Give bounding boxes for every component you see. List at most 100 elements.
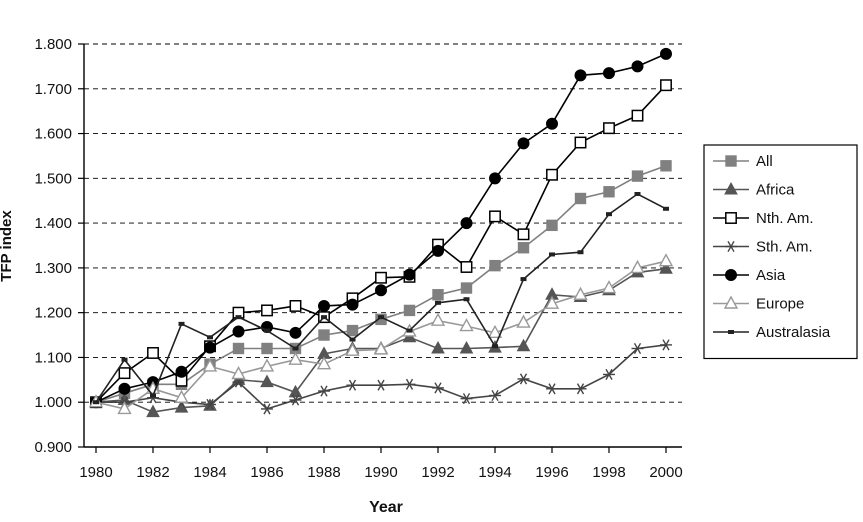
data-point-sth-am	[432, 382, 444, 394]
legend-marker	[725, 269, 737, 281]
data-point-all	[489, 259, 501, 272]
star-stroke	[348, 379, 357, 391]
star-stroke	[662, 339, 670, 351]
legend-item-nth-am: Nth. Am.	[713, 210, 814, 227]
data-point-europe	[601, 280, 617, 294]
data-point-australasia	[150, 393, 156, 398]
y-tick-label: 1.600	[34, 126, 72, 143]
legend-label: Australasia	[756, 324, 831, 341]
data-point-europe	[544, 295, 560, 309]
series-lines	[88, 47, 674, 418]
data-point-sth-am	[660, 339, 672, 351]
legend-marker	[724, 181, 738, 195]
data-point-europe	[288, 351, 303, 365]
star-stroke	[462, 393, 471, 405]
legend-label: Europe	[756, 296, 804, 313]
data-point-all	[603, 186, 615, 198]
data-point-all	[318, 329, 330, 341]
legend-item-sth-am: Sth. Am.	[713, 239, 813, 256]
data-point-nth-am	[375, 271, 387, 284]
data-point-sth-am	[574, 383, 587, 395]
y-axis-label: TFP index	[0, 210, 15, 282]
data-point-australasia	[663, 206, 669, 211]
star-stroke	[576, 383, 585, 395]
star-stroke	[377, 379, 385, 391]
legend-label: Nth. Am.	[756, 210, 814, 227]
data-point-all	[232, 342, 245, 355]
data-point-all	[574, 192, 587, 205]
x-tick-label: 1998	[592, 464, 625, 481]
star-stroke	[263, 403, 271, 415]
data-point-australasia	[349, 337, 356, 342]
data-point-nth-am	[289, 300, 302, 312]
data-point-asia	[318, 299, 330, 312]
y-tick-label: 1.400	[34, 215, 72, 232]
y-axis: 0.900 1.000 1.100 1.200 1.300 1.400 1.500 1.600…	[34, 36, 84, 456]
data-point-europe	[316, 356, 332, 370]
data-point-sth-am	[289, 394, 302, 406]
data-point-australasia	[577, 250, 584, 255]
legend-item-europe: Europe	[713, 296, 804, 313]
data-point-all	[346, 324, 359, 337]
legend-label: Sth. Am.	[756, 239, 813, 256]
series-sth-am	[90, 339, 672, 415]
x-tick-label: 2000	[649, 464, 682, 481]
data-point-africa	[260, 374, 274, 388]
y-tick-label: 1.800	[34, 36, 72, 53]
data-point-sth-am	[318, 385, 330, 397]
legend-label: Asia	[756, 267, 786, 284]
data-point-asia	[118, 382, 131, 395]
star-stroke	[434, 382, 442, 394]
data-point-nth-am	[147, 347, 159, 359]
data-point-nth-am	[489, 210, 501, 223]
series-nth-am	[90, 79, 672, 409]
y-tick-label: 0.900	[34, 439, 72, 456]
x-tick-label: 1984	[193, 464, 226, 481]
data-point-asia	[517, 137, 530, 150]
data-point-nth-am	[517, 228, 530, 241]
star-stroke	[727, 240, 735, 253]
data-point-africa	[288, 384, 303, 398]
x-tick-label: 1990	[364, 464, 397, 481]
data-point-africa	[146, 404, 160, 418]
data-point-asia	[204, 341, 216, 354]
y-tick-label: 1.200	[34, 305, 72, 322]
data-point-australasia	[520, 277, 527, 282]
data-point-all	[261, 342, 273, 355]
star-stroke	[320, 385, 328, 397]
y-tick-label: 1.300	[34, 260, 72, 277]
x-tick-label: 1992	[421, 464, 454, 481]
x-tick-label: 1980	[79, 464, 112, 481]
data-point-africa	[659, 261, 673, 274]
legend-marker	[728, 330, 734, 334]
data-point-nth-am	[574, 136, 587, 149]
data-point-all	[432, 289, 444, 301]
data-point-sth-am	[517, 373, 530, 385]
series-australasia	[93, 192, 669, 405]
x-tick-label: 1982	[136, 464, 169, 481]
x-tick-label: 1986	[250, 464, 283, 481]
data-point-europe	[373, 341, 389, 355]
y-tick-label: 1.500	[34, 170, 72, 187]
data-point-europe	[658, 253, 674, 267]
data-point-asia	[432, 244, 444, 257]
data-point-sth-am	[460, 393, 473, 405]
data-point-australasia	[435, 300, 441, 305]
data-point-sth-am	[631, 342, 644, 355]
data-point-all	[460, 282, 473, 294]
data-point-australasia	[264, 328, 270, 333]
data-point-asia	[546, 117, 558, 130]
data-point-nth-am	[261, 304, 273, 317]
data-point-asia	[175, 365, 188, 378]
legend-marker	[725, 155, 737, 167]
star-stroke	[519, 373, 528, 385]
data-point-asia	[403, 268, 416, 281]
data-point-asia	[489, 172, 501, 185]
y-tick-label: 1.100	[34, 349, 72, 366]
star-stroke	[548, 383, 556, 395]
star-stroke	[291, 394, 300, 406]
data-point-nth-am	[631, 109, 644, 122]
data-point-asia	[660, 47, 672, 60]
data-point-australasia	[321, 315, 327, 320]
